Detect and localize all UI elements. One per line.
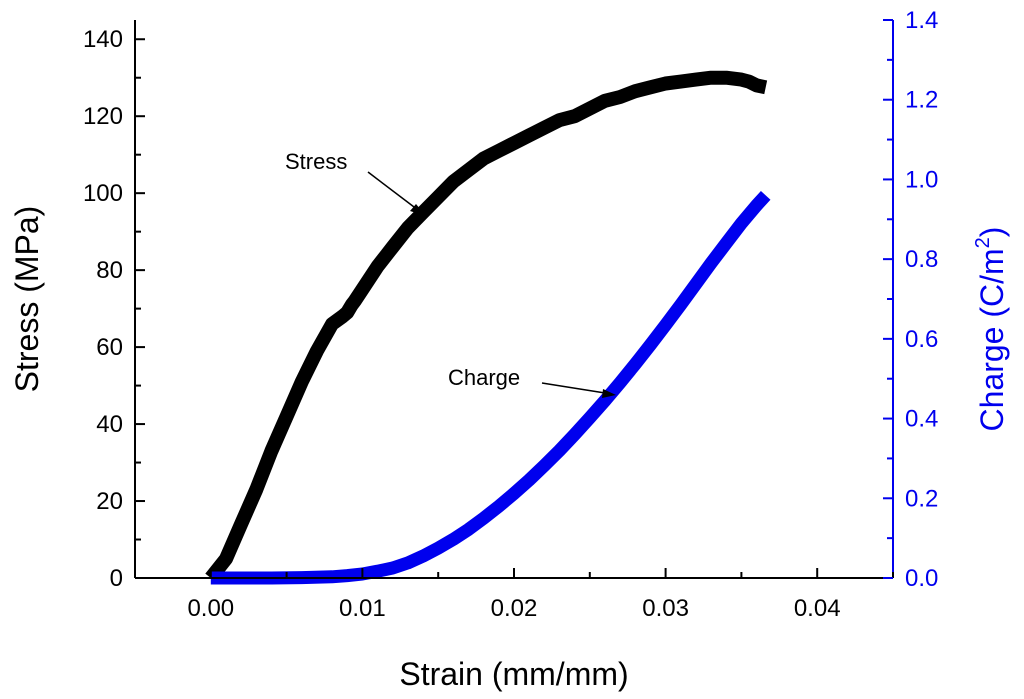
y-left-tick-label: 40 (96, 411, 123, 438)
y-right-tick-label: 1.4 (905, 7, 938, 34)
x-tick-label: 0.01 (339, 595, 386, 622)
x-axis-title: Strain (mm/mm) (399, 656, 628, 692)
series-layer (205, 70, 771, 585)
y-right-tick-label: 0.0 (905, 565, 938, 592)
y-right-axis-title-end: ) (974, 227, 1010, 238)
annotation-stress-label: Stress (285, 149, 347, 174)
series-line-stress (205, 70, 768, 583)
x-tick-label: 0.00 (187, 595, 234, 622)
x-tick-label: 0.04 (794, 595, 841, 622)
y-left-axis-title: Stress (MPa) (9, 206, 45, 393)
y-right-axis-title-sup: 2 (972, 237, 994, 248)
y-left-tick-label: 60 (96, 334, 123, 361)
annotation-charge-label: Charge (448, 365, 520, 390)
y-right-tick-label: 0.2 (905, 485, 938, 512)
y-right-tick-label: 1.2 (905, 87, 938, 114)
y-left-tick-label: 80 (96, 257, 123, 284)
y-right-tick-label: 0.4 (905, 406, 938, 433)
annotation-charge-arrowhead (602, 389, 616, 398)
y-right-tick-label: 1.0 (905, 166, 938, 193)
axes-layer: 0.00 0.01 0.02 0.03 0.04 0 20 40 60 80 100 120 140 0.… (83, 7, 938, 622)
y-left-tick-label: 140 (83, 26, 123, 53)
y-right-axis-title: Charge (C/m2) (972, 227, 1010, 432)
y-left-tick-label: 0 (110, 565, 123, 592)
annotation-stress-arrowhead (410, 204, 426, 216)
annotation-stress-arrow (367, 171, 419, 211)
y-left-tick-label: 100 (83, 180, 123, 207)
y-right-tick-label: 0.6 (905, 326, 938, 353)
series-line-charge (210, 191, 771, 585)
y-right-tick-label: 0.8 (905, 246, 938, 273)
y-right-axis-title-main: Charge (C/m (974, 248, 1010, 431)
y-left-tick-label: 120 (83, 103, 123, 130)
y-left-tick-label: 20 (96, 488, 123, 515)
x-tick-label: 0.02 (491, 595, 538, 622)
x-tick-label: 0.03 (642, 595, 689, 622)
annotation-charge-arrow (541, 382, 606, 394)
